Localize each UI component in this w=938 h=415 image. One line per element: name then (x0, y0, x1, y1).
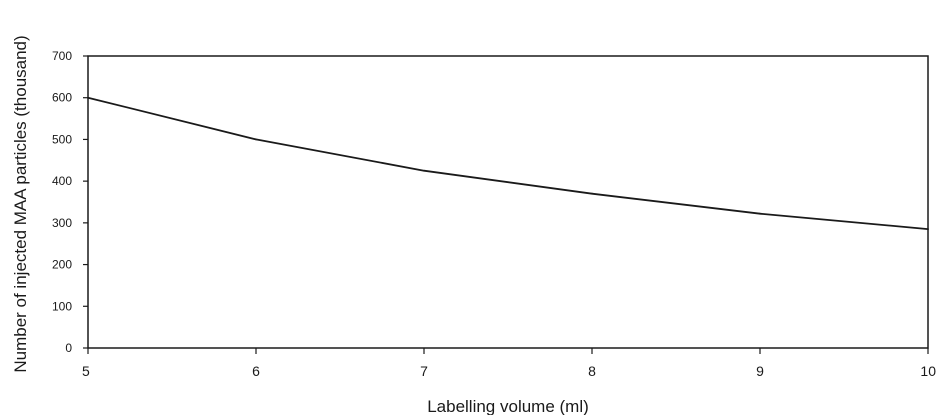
y-tick-label: 100 (52, 299, 72, 313)
data-point (87, 96, 89, 99)
x-tick-label: 10 (920, 363, 936, 379)
y-tick-label: 500 (52, 132, 72, 146)
series-layer (87, 96, 929, 231)
y-tick-label: 0 (65, 341, 72, 355)
y-tick-label: 700 (52, 49, 72, 63)
plot-frame (87, 55, 929, 349)
y-tick-label: 300 (52, 216, 72, 230)
x-tick-label: 6 (252, 363, 260, 379)
x-tick-label: 9 (756, 363, 764, 379)
x-tick-label: 5 (82, 363, 90, 379)
series-line (87, 96, 929, 230)
y-axis-ticks: 0 100 200 300 400 500 600 700 (52, 49, 88, 355)
x-axis-label: Labelling volume (ml) (427, 397, 589, 415)
x-axis-ticks: 5 6 7 8 9 10 (82, 348, 936, 379)
data-point (423, 169, 425, 172)
data-point (927, 228, 929, 231)
x-tick-label: 7 (420, 363, 428, 379)
data-point (255, 138, 257, 141)
y-tick-label: 400 (52, 174, 72, 188)
y-tick-label: 600 (52, 91, 72, 105)
y-axis-label: Number of injected MAA particles (thousa… (11, 35, 30, 372)
x-tick-label: 8 (588, 363, 596, 379)
y-tick-label: 200 (52, 258, 72, 272)
data-point (759, 212, 761, 215)
data-point (591, 192, 593, 195)
